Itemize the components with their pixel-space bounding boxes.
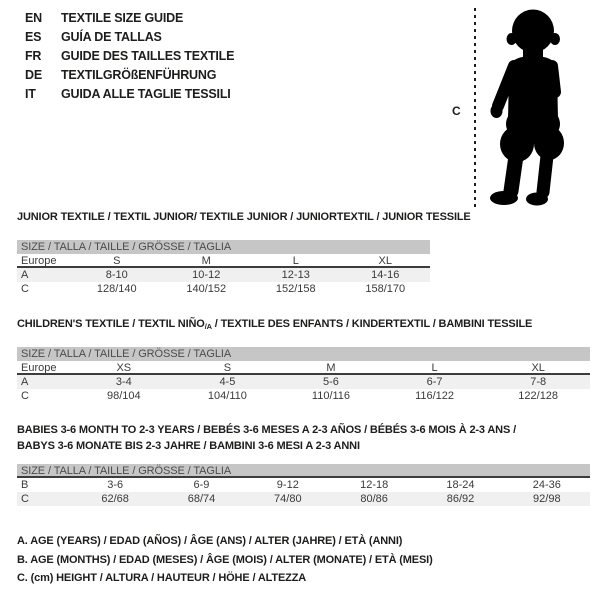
language-code: EN: [25, 10, 42, 25]
size-cell: S: [113, 255, 121, 267]
size-cell: 128/140: [96, 283, 137, 295]
legend-height-cm: C. (cm) HEIGHT / ALTURA / HAUTEUR / HÖHE…: [17, 572, 307, 584]
size-cell: 104/110: [207, 390, 247, 402]
size-cell: 158/170: [365, 283, 406, 295]
size-cell: 3-6: [107, 479, 124, 491]
language-label: GUIDA ALLE TAGLIE TESSILI: [61, 86, 231, 101]
language-legend: EN TEXTILE SIZE GUIDE ES GUÍA DE TALLAS …: [25, 8, 234, 103]
size-cell: 110/116: [311, 390, 351, 402]
table-row: Europe S M L XL: [17, 254, 430, 268]
language-label: TEXTILE SIZE GUIDE: [61, 10, 184, 25]
size-cell: 7-8: [530, 376, 547, 388]
size-cell: S: [223, 362, 232, 374]
children-table-title-subscript: /A: [204, 322, 212, 331]
children-table-title-text: / TEXTILE DES ENFANTS / KINDERTEXTIL / B…: [211, 318, 533, 330]
table-row: A 3-4 4-5 5-6 6-7 7-8: [17, 375, 590, 389]
table-row: B 3-6 6-9 9-12 12-18 18-24 24-36: [17, 478, 590, 492]
size-cell: 68/74: [187, 493, 216, 505]
row-label: C: [21, 283, 29, 295]
height-dotted-line: [474, 8, 476, 208]
children-table-title: CHILDREN'S TEXTILE / TEXTIL NIÑO/A / TEX…: [17, 318, 532, 331]
language-code: IT: [25, 86, 36, 101]
size-cell: 62/68: [101, 493, 129, 505]
size-cell: 152/158: [275, 283, 316, 295]
row-label: B: [21, 479, 29, 491]
row-label: Europe: [21, 362, 57, 374]
row-label: A: [21, 376, 29, 388]
size-cell: 18-24: [446, 479, 475, 491]
size-cell: 14-16: [371, 269, 400, 281]
language-row-it: IT GUIDA ALLE TAGLIE TESSILI: [25, 84, 234, 103]
language-label: GUIDE DES TAILLES TEXTILE: [61, 48, 235, 63]
size-cell: 92/98: [533, 493, 561, 505]
size-cell: XL: [531, 362, 545, 374]
language-label: TEXTILGRÖßENFÜHRUNG: [61, 67, 217, 82]
row-label: C: [21, 390, 29, 402]
junior-table-title: JUNIOR TEXTILE / TEXTIL JUNIOR/ TEXTILE …: [17, 211, 471, 223]
row-label: Europe: [21, 255, 57, 267]
baby-silhouette-icon: [490, 9, 564, 206]
size-cell: 116/122: [415, 390, 455, 402]
size-cell: M: [201, 255, 211, 267]
size-cell: 12-18: [360, 479, 389, 491]
table-header: SIZE / TALLA / TAILLE / GRÖSSE / TAGLIA: [17, 464, 590, 478]
table-row: C 128/140 140/152 152/158 158/170: [17, 282, 430, 296]
row-label: A: [21, 269, 29, 281]
size-cell: 3-4: [115, 376, 132, 388]
size-cell: L: [431, 362, 438, 374]
size-cell: 140/152: [186, 283, 227, 295]
language-row-de: DE TEXTILGRÖßENFÜHRUNG: [25, 65, 234, 84]
size-cell: M: [326, 362, 336, 374]
table-row: A 8-10 10-12 12-13 14-16: [17, 268, 430, 282]
babies-table-title: BABIES 3-6 MONTH TO 2-3 YEARS / BEBÉS 3-…: [17, 422, 516, 454]
children-size-table: SIZE / TALLA / TAILLE / GRÖSSE / TAGLIA E…: [17, 347, 590, 403]
babies-table-title-line1: BABIES 3-6 MONTH TO 2-3 YEARS / BEBÉS 3-…: [17, 424, 516, 436]
size-cell: 9-12: [276, 479, 299, 491]
height-figure: C: [450, 8, 584, 210]
size-cell: 122/128: [518, 390, 559, 402]
table-row: C 62/68 68/74 74/80 80/86 86/92 92/98: [17, 492, 590, 506]
children-table-title-text: CHILDREN'S TEXTILE / TEXTIL NIÑO: [17, 318, 205, 330]
size-cell: 10-12: [192, 269, 221, 281]
table-header: SIZE / TALLA / TAILLE / GRÖSSE / TAGLIA: [17, 240, 430, 254]
size-cell: 24-36: [532, 479, 561, 491]
language-code: ES: [25, 29, 42, 44]
size-cell: 86/92: [446, 493, 475, 505]
language-row-en: EN TEXTILE SIZE GUIDE: [25, 8, 234, 27]
babies-table-title-line2: BABYS 3-6 MONATE BIS 2-3 JAHRE / BAMBINI…: [17, 440, 360, 452]
size-cell: 6-7: [426, 376, 443, 388]
size-cell: L: [292, 255, 299, 267]
size-cell: 12-13: [281, 269, 310, 281]
size-cell: 6-9: [193, 479, 210, 491]
table-header: SIZE / TALLA / TAILLE / GRÖSSE / TAGLIA: [17, 347, 590, 361]
language-row-es: ES GUÍA DE TALLAS: [25, 27, 234, 46]
babies-size-table: SIZE / TALLA / TAILLE / GRÖSSE / TAGLIA B…: [17, 464, 590, 506]
junior-table-title-text: JUNIOR TEXTILE / TEXTIL JUNIOR/ TEXTILE …: [17, 211, 471, 223]
size-cell: XS: [116, 362, 132, 374]
size-cell: 98/104: [106, 390, 141, 402]
junior-size-table: SIZE / TALLA / TAILLE / GRÖSSE / TAGLIA E…: [17, 240, 430, 296]
height-measure-label: C: [452, 104, 461, 118]
language-label: GUÍA DE TALLAS: [61, 29, 162, 44]
size-cell: 5-6: [323, 376, 339, 388]
size-cell: 4-5: [219, 376, 236, 388]
size-cell: 80/86: [360, 493, 388, 505]
row-label: C: [21, 493, 29, 505]
size-cell: 74/80: [274, 493, 302, 505]
size-cell: XL: [378, 255, 392, 267]
size-cell: 8-10: [105, 269, 128, 281]
language-row-fr: FR GUIDE DES TAILLES TEXTILE: [25, 46, 234, 65]
table-row: C 98/104 104/110 110/116 116/122 122/128: [17, 389, 590, 403]
table-row: Europe XS S M L XL: [17, 361, 590, 375]
measure-legend: A. AGE (YEARS) / EDAD (AÑOS) / ÂGE (ANS)…: [17, 532, 433, 588]
legend-age-years: A. AGE (YEARS) / EDAD (AÑOS) / ÂGE (ANS)…: [17, 535, 403, 547]
legend-age-months: B. AGE (MONTHS) / EDAD (MESES) / ÂGE (MO…: [17, 553, 433, 566]
language-code: DE: [25, 67, 42, 82]
language-code: FR: [25, 48, 42, 63]
